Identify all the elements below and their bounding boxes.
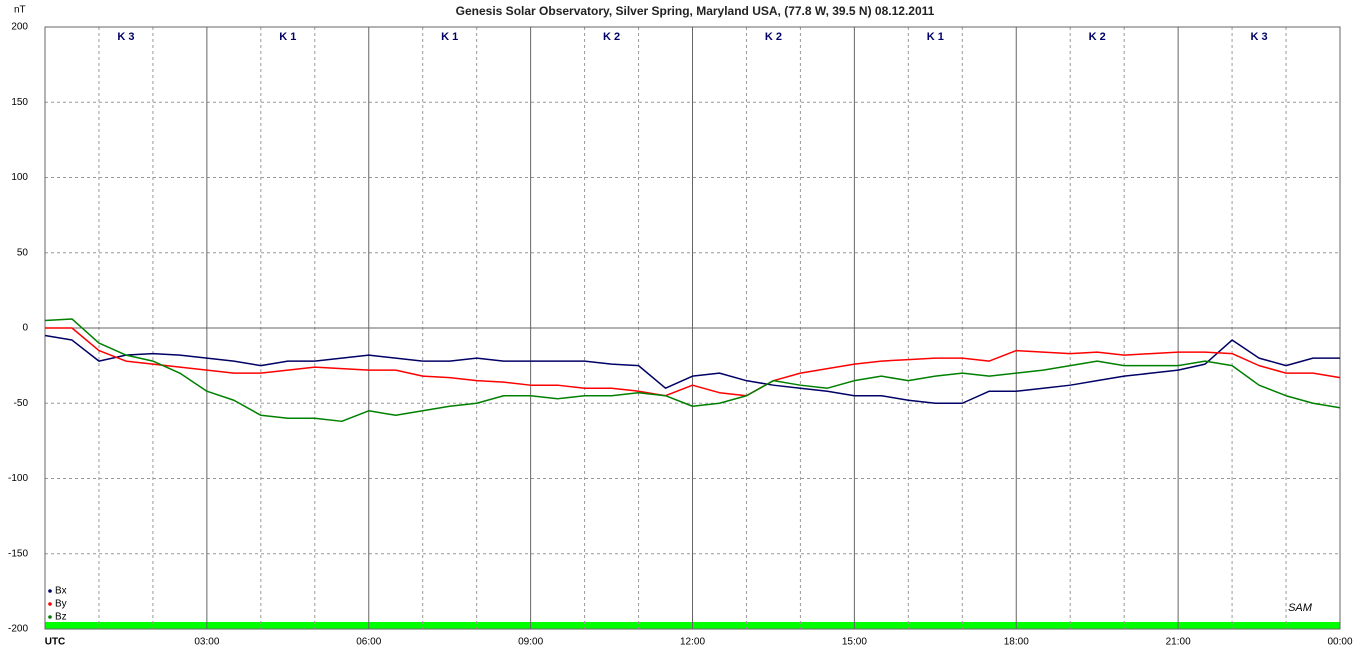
x-tick-label: 00:00 — [1327, 637, 1352, 648]
chart-title: Genesis Solar Observatory, Silver Spring… — [456, 4, 935, 18]
y-tick-label: 200 — [11, 22, 28, 33]
x-tick-label: 09:00 — [518, 637, 543, 648]
y-tick-label: -50 — [14, 398, 29, 409]
k-index-label: K 1 — [441, 31, 458, 43]
y-tick-label: 150 — [11, 97, 28, 108]
y-axis-label: nT — [14, 5, 26, 16]
y-tick-label: -100 — [8, 473, 28, 484]
legend-marker — [48, 615, 52, 619]
legend-label: Bx — [55, 586, 67, 597]
data-line — [45, 327, 1341, 397]
legend-label: By — [55, 599, 67, 610]
y-tick-label: 50 — [17, 247, 29, 258]
data-line — [44, 318, 1341, 423]
k-index-label: K 2 — [765, 31, 782, 43]
x-tick-label: 06:00 — [356, 637, 381, 648]
k-index-label: K 3 — [1251, 31, 1268, 43]
x-tick-label: 12:00 — [680, 637, 705, 648]
y-tick-label: 100 — [11, 172, 28, 183]
x-tick-label: UTC — [45, 637, 66, 648]
x-tick-label: 15:00 — [842, 637, 867, 648]
legend-marker — [48, 602, 52, 606]
k-index-label: K 3 — [117, 31, 134, 43]
k-index-label: K 2 — [1089, 31, 1106, 43]
legend-marker — [48, 589, 52, 593]
x-tick-label: 03:00 — [194, 637, 219, 648]
x-tick-label: 21:00 — [1166, 637, 1191, 648]
y-tick-label: -200 — [8, 624, 28, 635]
k-index-label: K 1 — [279, 31, 296, 43]
y-tick-label: -150 — [8, 548, 28, 559]
k-index-label: K 2 — [603, 31, 620, 43]
legend-label: Bz — [55, 612, 67, 623]
data-line — [44, 334, 1340, 404]
x-tick-label: 18:00 — [1004, 637, 1029, 648]
y-tick-label: 0 — [22, 323, 28, 334]
logo: SAM — [1288, 602, 1313, 614]
k-index-label: K 1 — [927, 31, 944, 43]
